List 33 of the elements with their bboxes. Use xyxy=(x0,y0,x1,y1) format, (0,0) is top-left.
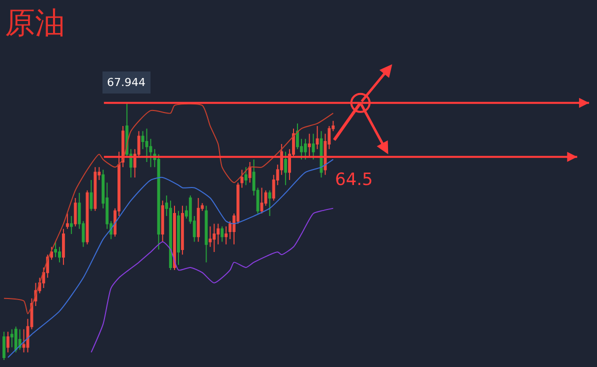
candlestick xyxy=(62,228,65,266)
candlestick xyxy=(260,187,264,214)
candlestick xyxy=(304,138,307,160)
candlestick xyxy=(161,200,164,242)
candlestick xyxy=(308,133,311,158)
candlestick xyxy=(90,180,93,212)
candlestick xyxy=(212,223,216,253)
candlestick xyxy=(204,205,208,263)
chart-title: 原油 xyxy=(5,6,65,41)
candlestick xyxy=(94,166,97,212)
candlestick xyxy=(268,190,272,217)
candlestick xyxy=(248,162,252,184)
candlestick xyxy=(240,169,244,188)
candlestick xyxy=(180,205,184,256)
candlestick xyxy=(312,133,315,160)
candlestick xyxy=(145,128,148,163)
candlestick xyxy=(224,226,228,245)
candlestick xyxy=(74,198,77,227)
candlestick xyxy=(14,326,18,353)
candlestick xyxy=(177,210,180,266)
candlestick xyxy=(244,166,248,186)
candlestick xyxy=(2,331,6,361)
candlestick xyxy=(70,216,73,235)
candlestick xyxy=(58,246,61,263)
candlestick xyxy=(284,151,288,186)
annotation: 64.5 xyxy=(335,170,373,190)
candlestick xyxy=(220,226,224,242)
candlestick xyxy=(196,198,200,242)
candlestick xyxy=(6,331,10,353)
text: 67.944 xyxy=(107,76,146,89)
candlestick xyxy=(316,126,319,150)
candlestick xyxy=(173,205,176,271)
candlestick xyxy=(66,212,69,230)
